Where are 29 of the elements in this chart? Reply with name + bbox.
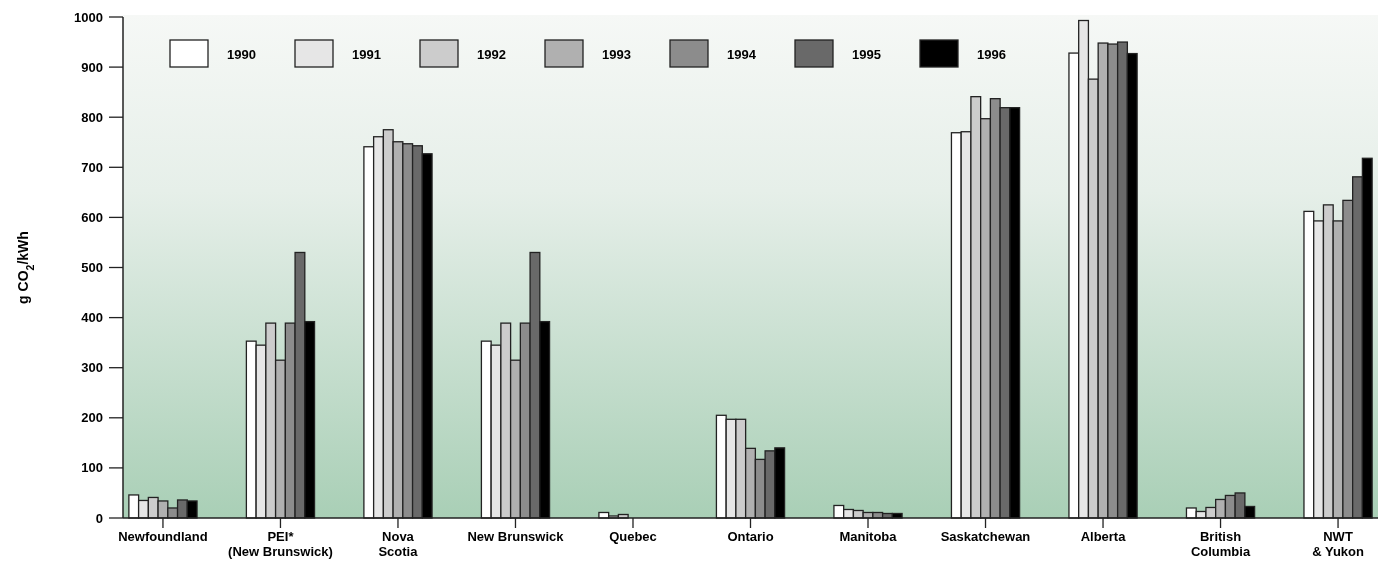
y-tick-label: 800	[81, 109, 103, 125]
x-tick-label: PEI* (New Brunswick)	[228, 529, 333, 559]
x-tick-label: Newfoundland	[118, 529, 208, 544]
y-tick-label: 1000	[74, 9, 103, 25]
x-tick-label: Saskatchewan	[940, 529, 1031, 544]
legend-label: 1995	[852, 46, 881, 62]
y-tick-label: 400	[81, 310, 103, 326]
y-tick-label: 100	[81, 460, 103, 476]
y-tick-label: 300	[81, 360, 103, 376]
x-tick-label: Quebec	[609, 529, 657, 544]
x-tick-label: NWT & Yukon	[1312, 529, 1364, 559]
x-tick-label: New Brunswick	[467, 529, 565, 544]
y-tick-label: 900	[81, 59, 103, 75]
legend-label: 1991	[352, 46, 381, 62]
legend-label: 1993	[602, 46, 631, 62]
x-tick-label: Nova Scotia	[378, 529, 419, 559]
x-tick-label: Manitoba	[839, 529, 898, 544]
legend-label: 1994	[727, 46, 757, 62]
x-tick-label: British Columbia	[1190, 529, 1251, 559]
y-tick-label: 600	[81, 209, 103, 225]
y-tick-label: 0	[95, 510, 103, 526]
legend-label: 1992	[477, 46, 506, 62]
y-tick-label: 500	[81, 260, 103, 276]
legend-label: 1996	[977, 46, 1006, 62]
y-tick-label: 700	[81, 159, 103, 175]
legend-label: 1990	[227, 46, 256, 62]
x-tick-label: Ontario	[727, 529, 774, 544]
y-tick-label: 200	[81, 410, 103, 426]
x-tick-label: Alberta	[1080, 529, 1127, 544]
